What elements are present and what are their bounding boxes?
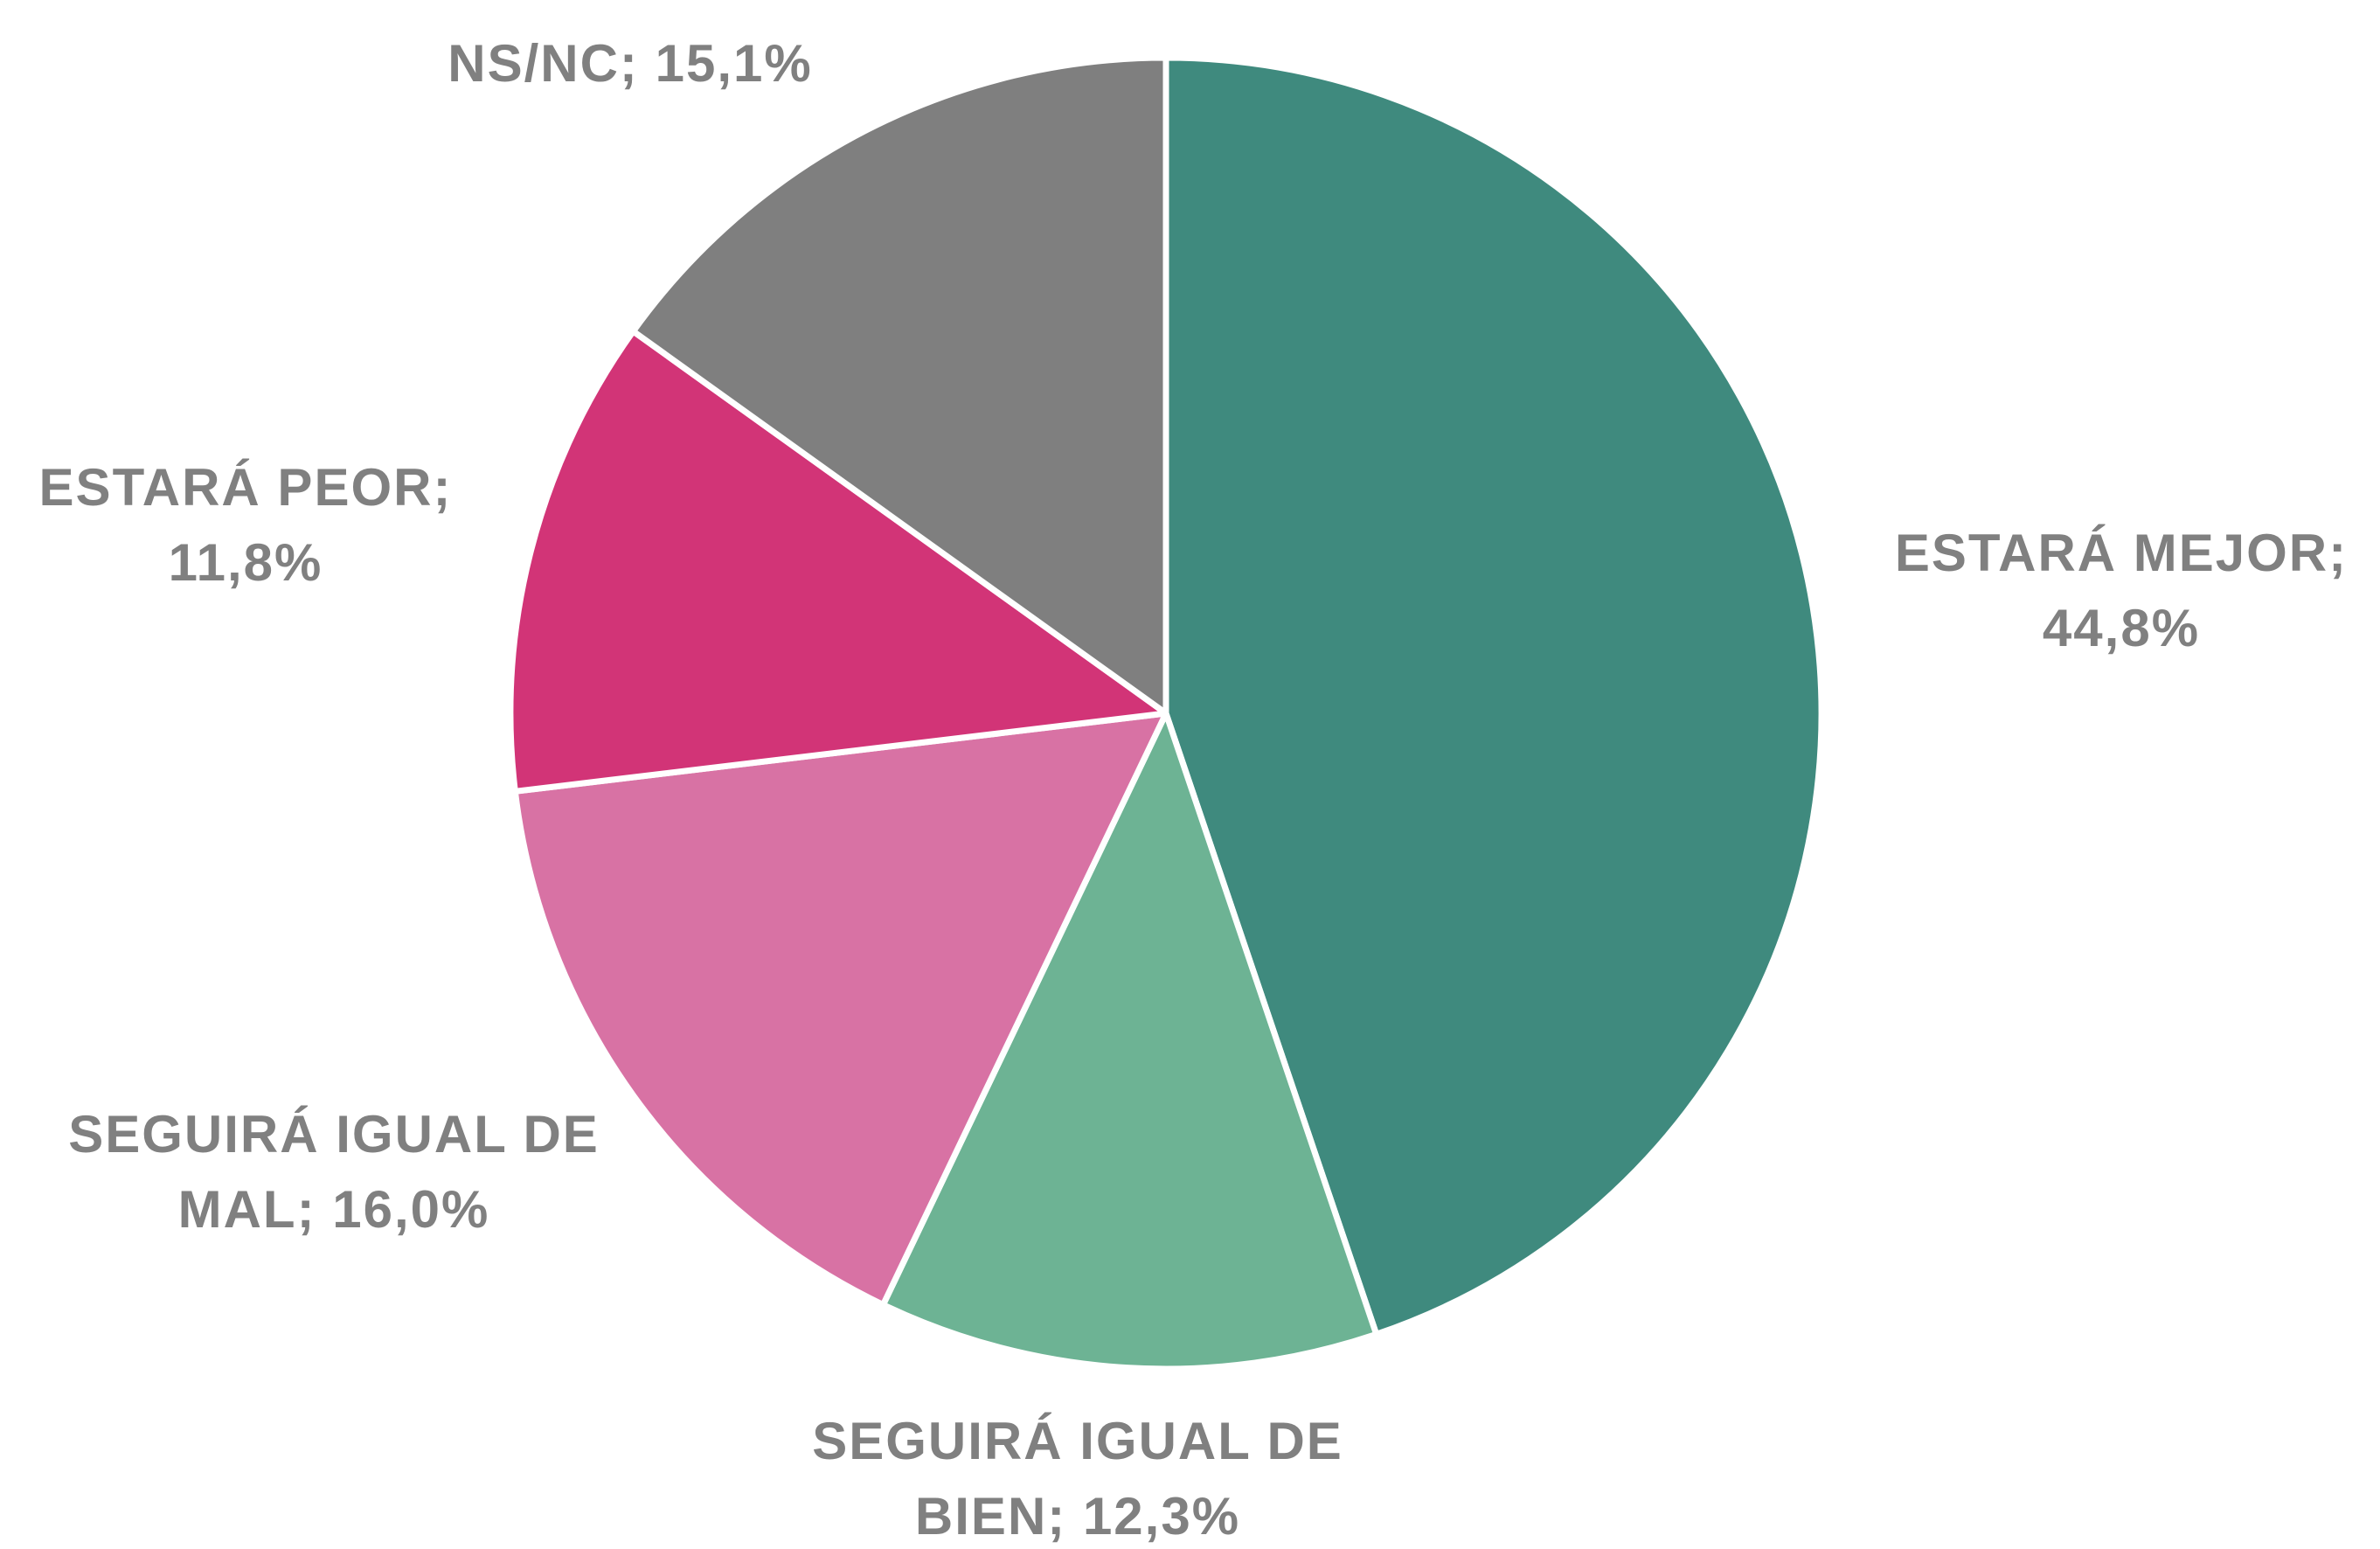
value-label: 12,3% — [1082, 1487, 1241, 1546]
category-label: ESTARÁ PEOR; — [38, 458, 453, 517]
pie-slice — [629, 54, 1169, 717]
value-label: 44,8% — [2042, 599, 2201, 657]
pie-slice — [511, 710, 1169, 1309]
category-label: SEGUIRÁ IGUAL DE MAL; — [68, 1105, 600, 1239]
slice-label: SEGUIRÁ IGUAL DE BIEN; 12,3% — [807, 1404, 1349, 1549]
slice-label: NS/NC; 15,1% — [237, 26, 1023, 101]
value-label: 16,0% — [332, 1180, 490, 1239]
value-label: 11,8% — [168, 533, 323, 592]
value-label: 15,1% — [655, 34, 813, 93]
category-label: ESTARÁ MEJOR; — [1894, 524, 2349, 582]
slice-label: ESTARÁ MEJOR; 44,8% — [1850, 516, 2380, 666]
slice-label: ESTARÁ PEOR; 11,8% — [1, 450, 490, 601]
slice-label: SEGUIRÁ IGUAL DE MAL; 16,0% — [63, 1097, 605, 1247]
category-label: NS/NC; — [448, 34, 639, 93]
pie-slice — [1162, 54, 1825, 1337]
pie-slice — [879, 710, 1380, 1372]
pie-slice — [507, 328, 1169, 795]
category-label: SEGUIRÁ IGUAL DE BIEN; — [812, 1412, 1343, 1546]
